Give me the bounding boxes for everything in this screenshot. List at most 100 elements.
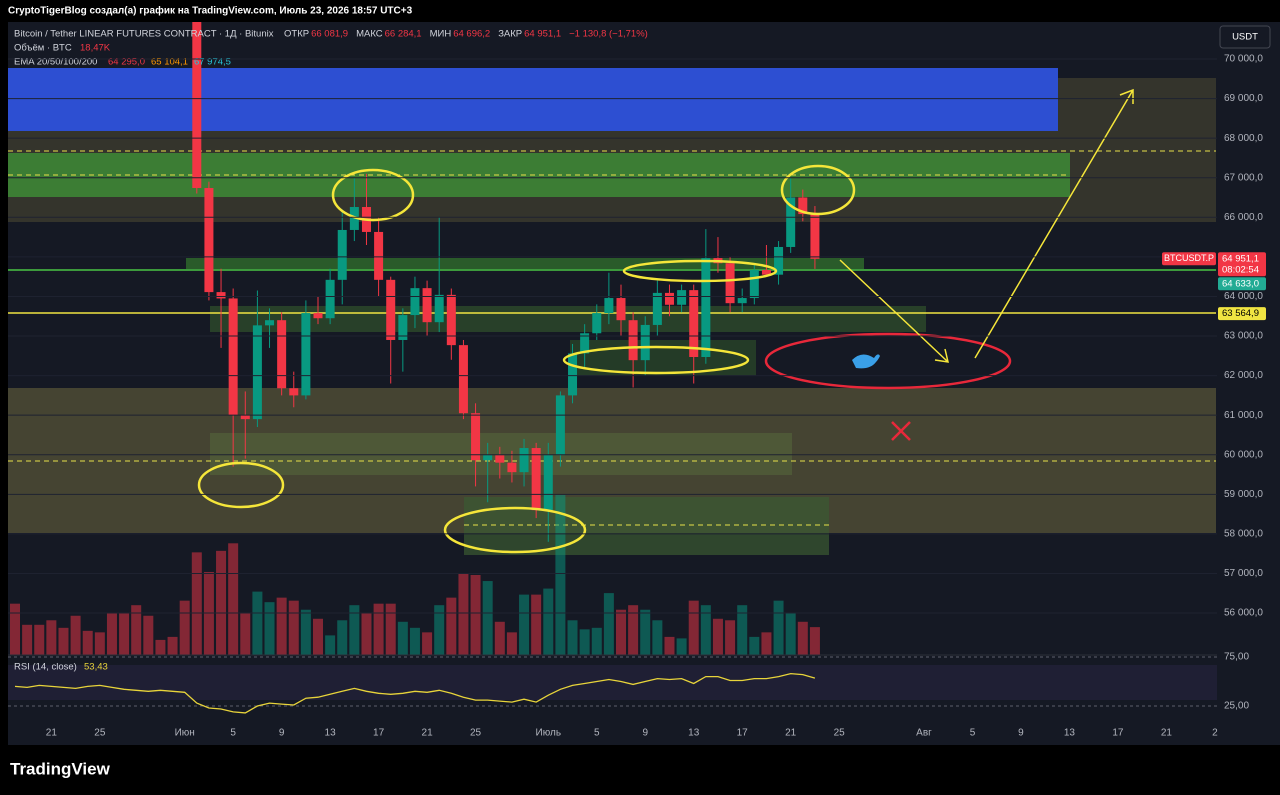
candle-body [701, 258, 711, 358]
x-tick-label: 25 [470, 728, 482, 739]
volume-bar [567, 620, 578, 655]
candles [10, 22, 820, 655]
candle-body [786, 197, 796, 247]
price-tag-label: 63 564,9 [1222, 308, 1259, 319]
volume-bar [106, 612, 117, 655]
volume-bar [700, 605, 711, 655]
x-tick-label: 2 [1212, 728, 1218, 739]
candle-body [422, 288, 432, 323]
arrow [839, 259, 949, 363]
candle-body [289, 388, 299, 396]
x-tick-label: 5 [230, 728, 236, 739]
x-tick-label: 17 [373, 728, 385, 739]
price-tag-time: 08:02:54 [1222, 264, 1259, 275]
volume-bar [252, 591, 263, 655]
rsi-line [14, 672, 816, 714]
ellipse [764, 332, 1012, 390]
volume-bar [46, 620, 57, 655]
header: CryptoTigerBlog создал(а) график на Trad… [8, 5, 413, 17]
candle-body [301, 313, 311, 396]
arrow [974, 88, 1134, 359]
rsi-pane [14, 672, 816, 714]
volume-bar [749, 636, 760, 655]
y-tick-label: 67 000,0 [1224, 172, 1263, 183]
candle-body [616, 298, 626, 321]
x-tick-label: 21 [422, 728, 434, 739]
candle-body [204, 188, 214, 293]
candle-body [313, 313, 323, 319]
candle-body [725, 263, 735, 304]
volume-bar [470, 575, 481, 655]
x-tick-label: 5 [970, 728, 976, 739]
volume-bar [288, 600, 299, 655]
volume-bar [397, 621, 408, 655]
volume-bar [179, 600, 190, 655]
x-tick-label: 13 [1064, 728, 1076, 739]
currency-button[interactable] [1219, 25, 1271, 49]
volume-bar [70, 615, 81, 655]
volume-bar [506, 632, 517, 655]
volume-bar [349, 605, 360, 655]
volume-bar [579, 629, 590, 655]
candle-body [555, 395, 565, 456]
zone [210, 433, 792, 475]
y-tick-label: 69 000,0 [1224, 93, 1263, 104]
volume-bar [300, 609, 311, 655]
volume-bar [494, 621, 505, 655]
x-tick-label: Авг [916, 728, 932, 739]
candle-body [761, 269, 771, 275]
volume-bar [603, 593, 614, 655]
volume-bar [616, 609, 626, 655]
zone [464, 497, 829, 555]
zone [8, 68, 1058, 131]
y-tick-label: 70 000,0 [1224, 54, 1263, 65]
y-tick-label: 64 000,0 [1224, 291, 1263, 302]
x-tick-label: 13 [688, 728, 700, 739]
symbol-title: Bitcoin / Tether LINEAR FUTURES CONTRACT… [14, 29, 274, 40]
volume-bar [373, 603, 384, 655]
legend-key: ЗАКР [498, 29, 522, 40]
price-tag [1218, 252, 1266, 277]
volume-bar [155, 639, 166, 655]
volume-bar [458, 573, 469, 655]
volume-bar [543, 588, 554, 655]
volume-bar [773, 600, 784, 655]
volume-bar [131, 605, 142, 655]
volume-bar [797, 621, 808, 655]
volume-bar [555, 495, 566, 655]
volume-bar [652, 620, 663, 655]
volume-bar [34, 624, 45, 655]
volume-bar [712, 618, 723, 655]
volume-value: 18,47K [80, 43, 111, 54]
x-tick-label: 9 [279, 728, 285, 739]
brand: TradingView [10, 759, 111, 778]
volume-bar [422, 632, 433, 655]
volume-bar [409, 627, 420, 655]
volume-bar [10, 603, 20, 655]
volume-bar [22, 624, 33, 655]
ellipse [562, 345, 750, 375]
volume-bar [761, 632, 772, 655]
candle-body [652, 292, 662, 325]
ellipse [622, 259, 778, 283]
candle-body [749, 269, 759, 299]
price-tag [1218, 277, 1266, 291]
currency-label[interactable]: USDT [1232, 32, 1258, 43]
candle-body [228, 298, 238, 416]
cross [891, 421, 911, 441]
volume-bar [676, 638, 687, 655]
y-tick-label: 59 000,0 [1224, 489, 1263, 500]
candle-body [507, 462, 517, 473]
volume-bar [337, 620, 348, 655]
legend-value: 64 951,1 [524, 29, 561, 40]
candle-body [628, 320, 638, 361]
volume-name: Объём · BTC [14, 43, 72, 54]
candle-body [580, 333, 590, 354]
legend-value: 66 284,1 [385, 29, 422, 40]
candle-body [252, 325, 262, 420]
ellipse [197, 461, 285, 509]
legend-key: ОТКР [284, 29, 309, 40]
candle-body [471, 413, 481, 461]
volume-bar [228, 543, 239, 655]
legend-change: −1 130,8 (−1,71%) [569, 29, 648, 40]
